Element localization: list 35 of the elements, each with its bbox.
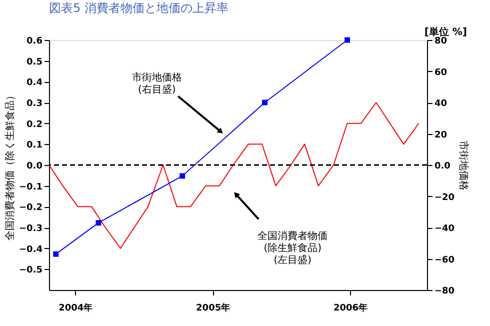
y-tick-label: 0.0 <box>26 162 42 172</box>
point <box>53 251 59 257</box>
text: [単位 %] <box>424 26 467 38</box>
y2-tick-label: 80 <box>434 36 448 46</box>
y-tick-label: 0.6 <box>26 36 42 46</box>
y2-axis-title: 市街地価格 <box>458 140 470 190</box>
y-tick-label: −0.1 <box>19 182 42 192</box>
x-tick-label: 2006年 <box>333 302 368 314</box>
y-tick-label: −0.2 <box>19 203 42 214</box>
y2-tick-label: −80 <box>434 286 455 296</box>
y2-tick-label: 20 <box>434 130 448 140</box>
x-tick-label: 2004年 <box>58 302 93 314</box>
point <box>344 37 350 43</box>
y-tick-label: 0.4 <box>26 78 42 88</box>
y-tick-label: −0.4 <box>19 244 42 255</box>
point <box>262 100 268 106</box>
y-tick-label: −0.3 <box>19 224 42 234</box>
y2-tick-label: −40 <box>434 224 455 234</box>
annotation: 市街地価格 (右目盛) <box>132 72 182 96</box>
point <box>96 220 102 226</box>
y2-tick-label: 60 <box>434 68 448 78</box>
y-axis-title: 全国消費者物価（除く生鮮食品） <box>4 90 16 240</box>
x-tick-label: 2005年 <box>196 302 230 314</box>
chart-title: 図表5 消費者物価と地価の上昇率 <box>49 1 228 15</box>
y-tick-label: 0.3 <box>26 99 42 109</box>
y-tick-label: 0.5 <box>26 57 42 68</box>
point <box>180 173 186 179</box>
y2-tick-label: −20 <box>434 192 455 203</box>
y-tick-label: 0.1 <box>26 140 42 151</box>
annotation: 全国消費者物価 (除生鮮食品) (左目盛) <box>258 230 328 266</box>
y-tick-label: 0.2 <box>26 120 42 130</box>
y2-tick-label: −60 <box>434 255 455 266</box>
y2-tick-label: 0.0 <box>434 162 450 172</box>
y2-tick-label: 40 <box>434 99 448 109</box>
y-tick-label: −0.5 <box>19 266 42 276</box>
